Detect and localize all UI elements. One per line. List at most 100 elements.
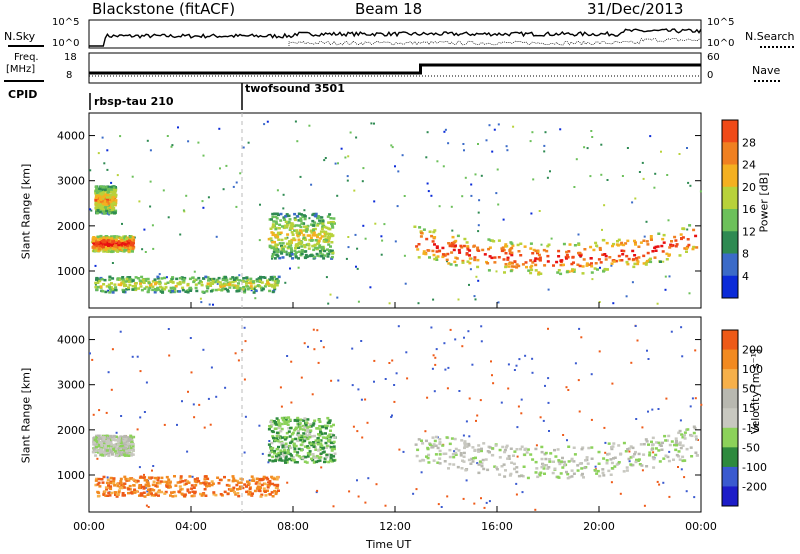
feature-mark xyxy=(200,283,204,287)
feature-mark xyxy=(318,244,322,247)
feature-mark xyxy=(118,451,122,455)
feature-mark xyxy=(436,461,440,464)
feature-mark xyxy=(138,279,142,282)
feature-mark xyxy=(114,236,118,239)
feature-mark xyxy=(319,252,323,255)
feature-mark xyxy=(121,243,125,247)
feature-mark xyxy=(433,236,437,239)
feature-mark xyxy=(223,276,227,280)
feature-mark xyxy=(168,481,172,484)
noise-mark xyxy=(515,482,518,485)
noise-mark xyxy=(668,450,671,453)
feature-mark xyxy=(284,442,288,445)
feature-mark xyxy=(127,241,131,244)
feature-mark xyxy=(318,425,322,428)
feature-mark xyxy=(589,257,593,260)
feature-mark xyxy=(693,426,697,430)
feature-mark xyxy=(645,259,649,263)
feature-mark xyxy=(295,229,299,232)
feature-mark xyxy=(310,435,314,438)
feature-mark xyxy=(578,462,582,465)
feature-mark xyxy=(156,286,160,290)
feature-mark xyxy=(573,453,577,456)
feature-mark xyxy=(610,447,614,451)
feature-mark xyxy=(454,244,457,247)
feature-mark xyxy=(430,234,434,238)
noise-mark xyxy=(435,348,438,351)
nave-tick-top: 60 xyxy=(707,52,720,63)
feature-mark xyxy=(115,444,118,447)
feature-mark xyxy=(280,246,284,249)
feature-mark xyxy=(107,202,111,205)
feature-mark xyxy=(109,248,113,251)
feature-mark xyxy=(621,253,625,256)
noise-mark xyxy=(96,457,99,460)
feature-mark xyxy=(125,451,129,455)
noise-mark xyxy=(89,208,92,211)
noise-mark xyxy=(325,276,328,279)
feature-mark xyxy=(317,439,321,442)
feature-mark xyxy=(219,493,223,496)
feature-mark xyxy=(106,207,110,210)
feature-mark xyxy=(119,283,123,287)
feature-mark xyxy=(692,228,696,232)
feature-mark xyxy=(258,279,262,283)
feature-mark xyxy=(109,449,113,452)
feature-mark xyxy=(477,249,481,252)
feature-mark xyxy=(583,466,587,470)
feature-mark xyxy=(466,248,470,251)
feature-mark xyxy=(106,442,110,445)
feature-mark xyxy=(278,223,282,227)
feature-mark xyxy=(323,254,327,257)
feature-mark xyxy=(271,233,275,237)
feature-mark xyxy=(104,438,108,441)
feature-mark xyxy=(304,250,308,253)
noise-mark xyxy=(360,340,363,342)
feature-mark xyxy=(184,290,188,293)
colorbar-tick-label: 12 xyxy=(742,225,756,238)
feature-mark xyxy=(629,445,633,448)
noise-mark xyxy=(145,486,147,489)
feature-mark xyxy=(101,195,105,199)
feature-mark xyxy=(274,243,278,246)
feature-mark xyxy=(303,460,307,463)
feature-mark xyxy=(304,238,308,241)
feature-mark xyxy=(112,201,116,204)
feature-mark xyxy=(448,448,452,452)
noise-mark xyxy=(259,203,261,206)
noise-mark xyxy=(612,302,615,305)
feature-mark xyxy=(273,248,277,252)
feature-mark xyxy=(266,486,270,489)
feature-mark xyxy=(249,282,253,285)
feature-mark xyxy=(99,241,102,244)
feature-mark xyxy=(91,450,95,453)
noise-mark xyxy=(425,156,428,159)
noise-mark xyxy=(110,388,113,391)
noise-mark xyxy=(544,384,546,387)
feature-mark xyxy=(186,282,190,286)
feature-mark xyxy=(670,244,674,248)
feature-mark xyxy=(570,269,574,273)
feature-mark xyxy=(638,463,642,466)
feature-mark xyxy=(611,244,614,248)
feature-mark xyxy=(681,236,685,239)
colorbar-segment xyxy=(722,186,738,210)
feature-mark xyxy=(631,446,635,450)
feature-mark xyxy=(275,431,279,435)
feature-mark xyxy=(311,213,315,217)
feature-mark xyxy=(637,452,641,456)
feature-mark xyxy=(261,287,265,291)
feature-mark xyxy=(657,232,661,235)
feature-mark xyxy=(295,243,299,246)
noise-mark xyxy=(101,136,104,139)
feature-mark xyxy=(268,493,272,496)
feature-mark xyxy=(615,243,619,246)
colorbar-segment xyxy=(722,466,738,487)
feature-mark xyxy=(98,200,102,203)
noise-mark xyxy=(516,426,519,429)
feature-mark xyxy=(188,277,192,281)
feature-mark xyxy=(690,434,694,438)
feature-mark xyxy=(111,249,115,253)
noise-mark xyxy=(97,152,100,155)
feature-mark xyxy=(130,246,134,250)
